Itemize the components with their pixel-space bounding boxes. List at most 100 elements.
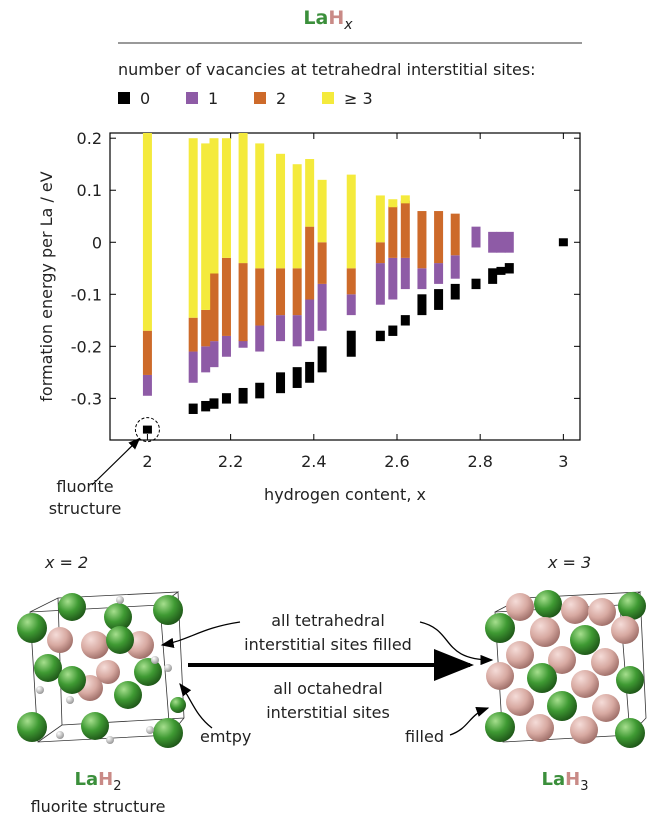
range-bar — [239, 133, 248, 263]
range-bar — [472, 279, 481, 289]
range-bar — [496, 232, 505, 253]
title-la: La — [303, 7, 328, 29]
range-bar — [209, 273, 218, 341]
range-bar — [388, 258, 397, 300]
left-atoms — [17, 593, 186, 748]
left-formula-sub: 2 — [113, 779, 121, 794]
range-bar — [143, 426, 152, 434]
range-bar — [376, 331, 385, 341]
left-formula: LaH2 — [75, 769, 122, 794]
range-bar — [276, 372, 285, 393]
range-bar — [376, 263, 385, 305]
diagram: x = 2 x = 3 all tetrahedral interstitial… — [17, 553, 646, 816]
left-formula-h: H — [98, 769, 113, 790]
range-bar — [293, 268, 302, 315]
right-formula-sub: 3 — [580, 779, 588, 794]
right-formula-la: La — [542, 769, 566, 790]
range-bar — [201, 143, 210, 310]
left-x-label: x = 2 — [44, 553, 88, 572]
range-bar — [388, 199, 397, 207]
range-bar — [255, 268, 264, 325]
legend-heading: number of vacancies at tetrahedral inter… — [118, 60, 536, 79]
right-x-label: x = 3 — [547, 553, 591, 572]
range-bar — [388, 326, 397, 336]
octa-line-1: all octahedral — [273, 679, 382, 698]
range-bar — [434, 289, 443, 310]
range-bar — [305, 227, 314, 300]
x-tick-label: 2.6 — [384, 452, 409, 471]
range-bar — [417, 268, 426, 289]
x-axis-label: hydrogen content, x — [264, 485, 426, 504]
left-caption: fluorite structure — [31, 797, 166, 816]
range-bar — [143, 375, 152, 396]
range-bar — [318, 346, 327, 372]
range-bar — [209, 341, 218, 367]
empty-label: emtpy — [200, 727, 251, 746]
range-bar — [347, 294, 356, 315]
range-bar — [276, 268, 285, 315]
y-axis-label: formation energy per La / eV — [37, 171, 56, 401]
range-bar — [222, 393, 231, 403]
range-bar — [189, 352, 198, 383]
range-bar — [472, 227, 481, 248]
legend-swatch — [322, 92, 334, 104]
range-bar — [293, 164, 302, 268]
left-formula-la: La — [75, 769, 99, 790]
range-bar — [318, 284, 327, 331]
range-bar — [318, 242, 327, 284]
range-bar — [401, 195, 410, 203]
x-tick-label: 2 — [142, 452, 152, 471]
y-tick-label: 0.1 — [77, 181, 102, 200]
range-bar — [189, 318, 198, 352]
figure-title: LaHx — [303, 7, 353, 33]
range-bar — [305, 159, 314, 227]
range-bar — [505, 263, 514, 273]
annotation-line: fluorite — [56, 477, 113, 496]
range-bar — [209, 398, 218, 408]
range-bar — [255, 143, 264, 268]
legend-label: 2 — [276, 89, 286, 108]
y-tick-label: 0.2 — [77, 129, 102, 148]
right-formula: LaH3 — [542, 769, 589, 794]
range-bar — [222, 258, 231, 336]
legend-swatch — [186, 92, 198, 104]
range-bar — [293, 315, 302, 346]
range-bar — [143, 331, 152, 375]
range-bar — [505, 232, 514, 253]
y-tick-label: -0.3 — [71, 389, 102, 408]
range-bar — [189, 138, 198, 318]
range-bar — [222, 138, 231, 258]
range-bar — [434, 263, 443, 284]
range-bar — [347, 268, 356, 294]
range-bar — [417, 211, 426, 268]
range-bar — [255, 326, 264, 352]
range-bar — [239, 388, 248, 404]
y-tick-label: -0.2 — [71, 337, 102, 356]
range-bar — [401, 315, 410, 325]
range-bar — [451, 214, 460, 256]
range-bar — [201, 346, 210, 372]
y-tick-label: -0.1 — [71, 285, 102, 304]
right-formula-h: H — [565, 769, 580, 790]
range-bar — [451, 284, 460, 300]
range-bar — [347, 175, 356, 269]
x-tick-label: 2.8 — [467, 452, 492, 471]
octa-line-2: interstitial sites — [266, 703, 390, 722]
right-atoms — [485, 590, 646, 748]
range-bar — [201, 310, 210, 346]
x-tick-label: 3 — [558, 452, 568, 471]
title-h: H — [328, 7, 344, 29]
tetra-line-2: interstitial sites filled — [244, 635, 412, 654]
legend-label: 0 — [140, 89, 150, 108]
range-bar — [496, 267, 505, 275]
range-bar — [488, 232, 497, 253]
x-tick-label: 2.2 — [218, 452, 243, 471]
range-bar — [143, 133, 152, 331]
range-bar — [305, 362, 314, 383]
x-tick-label: 2.4 — [301, 452, 326, 471]
range-bar — [209, 138, 218, 273]
range-bar — [293, 367, 302, 388]
octa-line-3: filled — [405, 727, 444, 746]
